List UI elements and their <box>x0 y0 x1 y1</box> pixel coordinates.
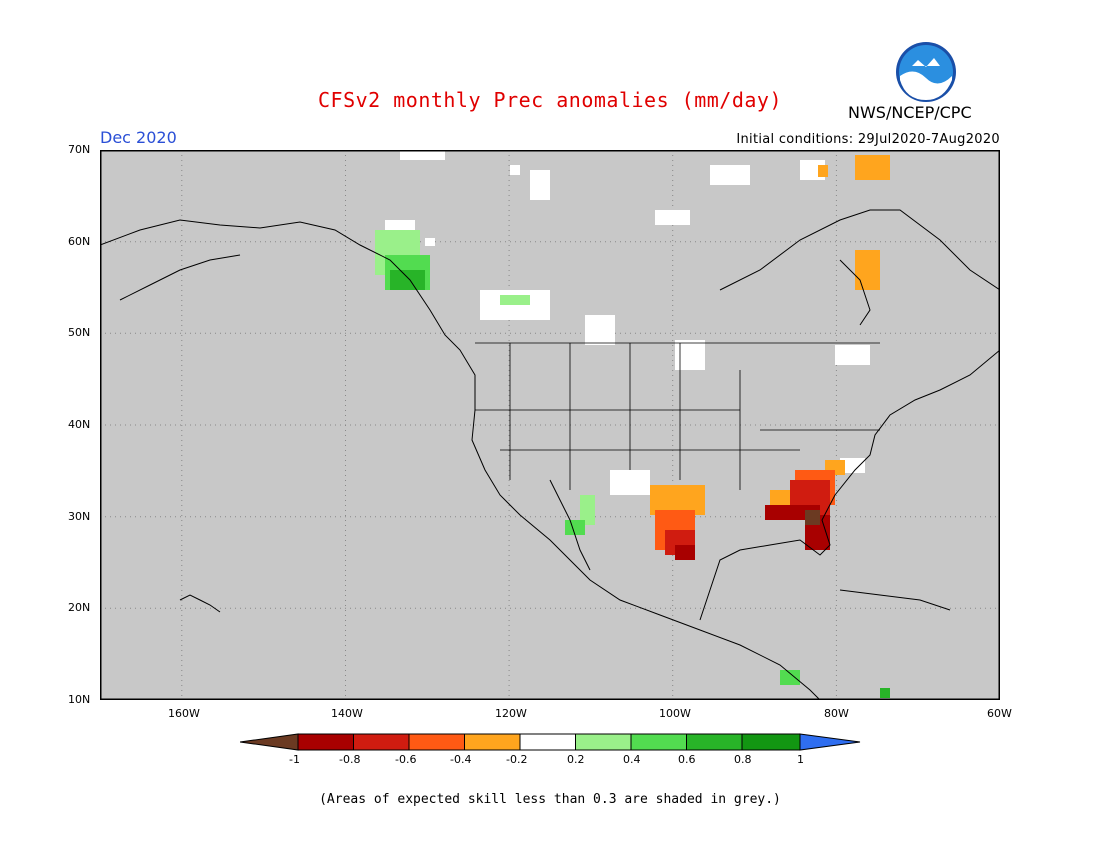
state-borders <box>475 342 880 490</box>
lat-label: 60N <box>68 235 91 248</box>
colorbar-cell <box>630 733 687 751</box>
colorbar-tick: -0.6 <box>395 753 417 766</box>
colorbar-cell <box>464 733 521 751</box>
lat-label: 30N <box>68 510 91 523</box>
gridlines <box>100 150 1000 700</box>
colorbar-tick: 1 <box>797 753 804 766</box>
lat-label: 40N <box>68 418 91 431</box>
lat-label: 10N <box>68 693 91 706</box>
colorbar-cell <box>686 733 743 751</box>
lon-label: 140W <box>331 707 363 720</box>
colorbar-cell <box>297 733 354 751</box>
colorbar-tick: -0.4 <box>450 753 472 766</box>
colorbar-cell <box>575 733 632 751</box>
lat-label: 50N <box>68 326 91 339</box>
org-label: NWS/NCEP/CPC <box>848 103 972 122</box>
map-panel <box>100 150 1000 700</box>
initial-conditions: Initial conditions: 29Jul2020-7Aug2020 <box>736 132 1000 147</box>
lon-label: 120W <box>495 707 527 720</box>
colorbar-tick: -0.8 <box>339 753 361 766</box>
chart-title: CFSv2 monthly Prec anomalies (mm/day) <box>317 88 783 112</box>
colorbar-tick: 0.8 <box>734 753 752 766</box>
colorbar-cell <box>741 733 801 751</box>
skill-footnote: (Areas of expected skill less than 0.3 a… <box>319 792 781 807</box>
lon-label: 80W <box>824 707 849 720</box>
colorbar-tick: 0.4 <box>623 753 641 766</box>
lat-label: 20N <box>68 601 91 614</box>
colorbar-cell <box>408 733 465 751</box>
colorbar-cell <box>519 733 576 751</box>
map-frame <box>100 150 1000 700</box>
dry-negative-patches <box>650 155 890 560</box>
colorbar-arrow-low <box>240 733 299 751</box>
colorbar-tick: -1 <box>289 753 300 766</box>
forecast-month: Dec 2020 <box>100 128 177 147</box>
colorbar-tick: 0.2 <box>567 753 585 766</box>
lon-label: 60W <box>987 707 1012 720</box>
colorbar <box>240 733 861 751</box>
colorbar-arrow-high <box>799 733 861 751</box>
colorbar-tick: -0.2 <box>506 753 528 766</box>
lon-label: 100W <box>659 707 691 720</box>
colorbar-tick: 0.6 <box>678 753 696 766</box>
colorbar-cell <box>353 733 410 751</box>
lon-label: 160W <box>168 707 200 720</box>
lat-label: 70N <box>68 143 91 156</box>
noaa-logo <box>896 42 956 102</box>
